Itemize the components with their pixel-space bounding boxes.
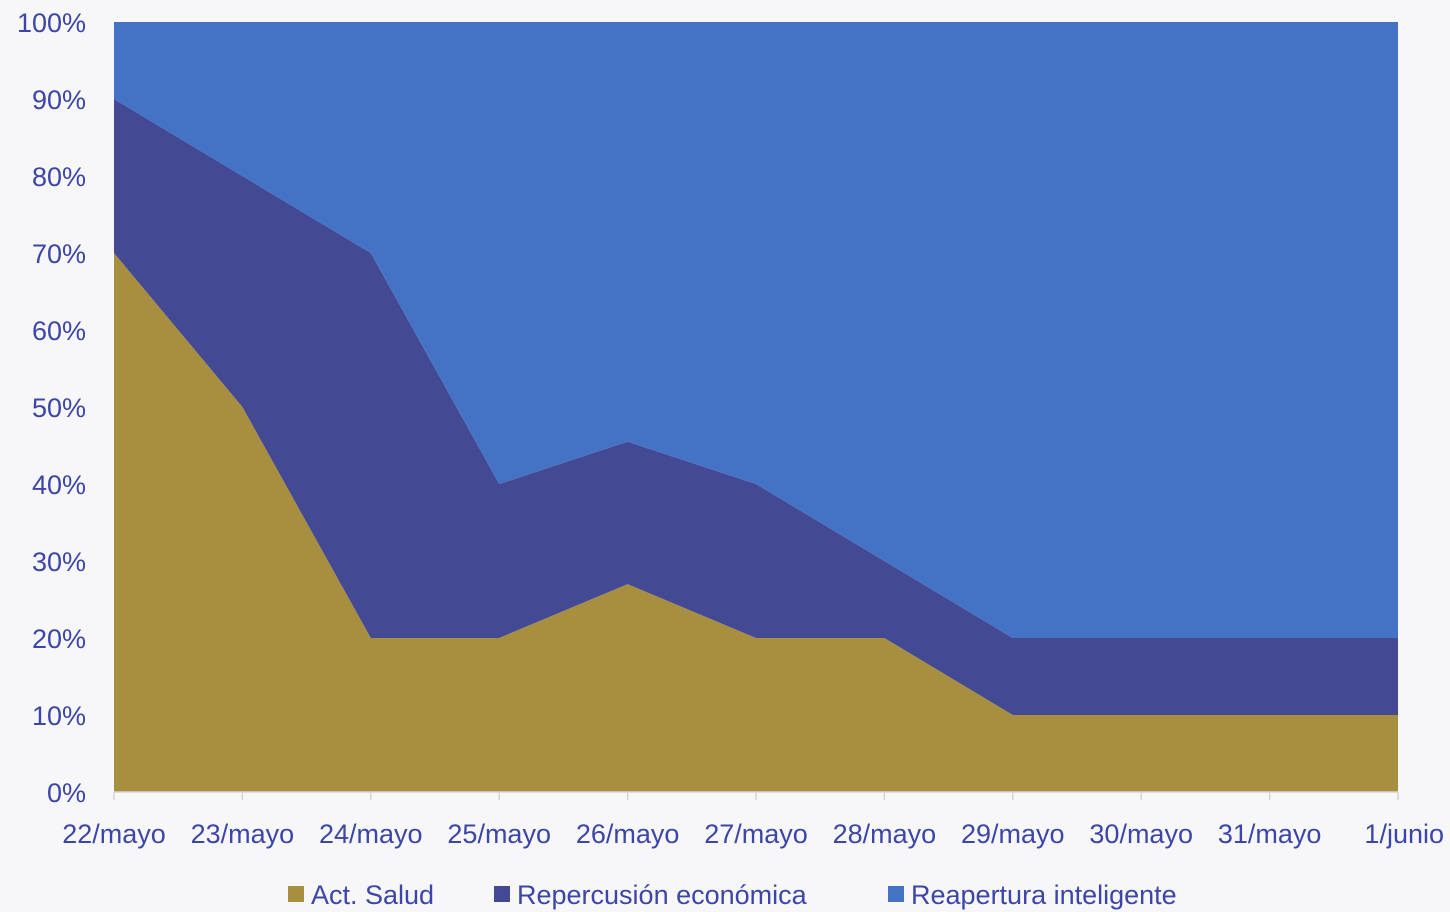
axis-layer xyxy=(113,791,1399,800)
legend-item: Repercusión económica xyxy=(494,880,808,910)
area-series-2 xyxy=(114,99,1398,715)
x-axis-labels: 22/mayo 23/mayo 24/mayo 25/mayo 26/mayo 27/ma… xyxy=(62,819,1444,849)
x-tick-label: 25/mayo xyxy=(447,819,551,849)
y-tick-label: 60% xyxy=(32,316,86,346)
y-tick-label: 20% xyxy=(32,624,86,654)
y-tick-label: 40% xyxy=(32,470,86,500)
x-tick-label: 23/mayo xyxy=(191,819,295,849)
x-tick-label: 29/mayo xyxy=(961,819,1065,849)
legend: Act. Salud Repercusión económica Reapertur… xyxy=(288,880,1177,910)
legend-item: Reapertura inteligente xyxy=(888,880,1177,910)
x-tick-label: 22/mayo xyxy=(62,819,166,849)
x-tick-label: 26/mayo xyxy=(576,819,680,849)
legend-item: Act. Salud xyxy=(288,880,434,910)
legend-label: Reapertura inteligente xyxy=(911,880,1177,910)
legend-swatch xyxy=(888,886,904,902)
y-axis-labels: 0% 10% 20% 30% 40% 50% 60% 70% 80% 90% 100% xyxy=(17,8,86,808)
legend-swatch xyxy=(494,886,510,902)
y-tick-label: 70% xyxy=(32,239,86,269)
legend-label: Repercusión económica xyxy=(517,880,808,910)
y-tick-label: 0% xyxy=(47,778,86,808)
legend-swatch xyxy=(288,886,304,902)
x-tick-label: 24/mayo xyxy=(319,819,423,849)
y-tick-label: 50% xyxy=(32,393,86,423)
x-tick-label: 31/mayo xyxy=(1218,819,1322,849)
y-tick-label: 100% xyxy=(17,8,86,38)
y-tick-label: 30% xyxy=(32,547,86,577)
x-tick-label: 27/mayo xyxy=(704,819,808,849)
area-series-1 xyxy=(114,253,1398,792)
areas-layer xyxy=(114,22,1398,792)
y-tick-label: 10% xyxy=(32,701,86,731)
x-tick-label: 1/junio xyxy=(1364,819,1444,849)
legend-label: Act. Salud xyxy=(311,880,434,910)
area-series-3 xyxy=(114,22,1398,638)
x-tick-label: 30/mayo xyxy=(1089,819,1193,849)
x-tick-label: 28/mayo xyxy=(833,819,937,849)
y-tick-label: 90% xyxy=(32,85,86,115)
y-tick-label: 80% xyxy=(32,162,86,192)
